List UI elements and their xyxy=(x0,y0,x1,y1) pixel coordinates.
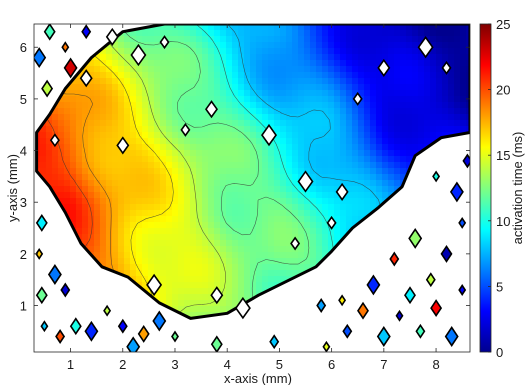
x-tick-label: 5 xyxy=(276,357,283,372)
patch-mark xyxy=(34,47,47,69)
patch-mark xyxy=(60,282,71,298)
hole-mark xyxy=(352,91,363,106)
y-tick-label: 5 xyxy=(20,92,27,107)
patch-mark xyxy=(47,264,62,285)
patch-mark xyxy=(430,299,443,318)
patch-mark xyxy=(425,272,436,288)
patch-mark xyxy=(366,274,381,296)
hole-mark xyxy=(417,36,434,59)
hole-mark xyxy=(261,123,277,147)
patch-mark xyxy=(342,323,353,339)
x-tick-label: 3 xyxy=(171,357,178,372)
patch-mark xyxy=(103,304,112,317)
y-tick-label: 3 xyxy=(20,195,27,210)
patch-mark xyxy=(171,330,179,343)
patch-mark xyxy=(462,153,470,169)
patch-mark xyxy=(357,301,369,320)
y-axis-label: y-axis (mm) xyxy=(5,154,20,222)
hole-mark xyxy=(205,100,218,119)
hole-mark xyxy=(234,296,251,320)
patch-mark xyxy=(316,298,327,313)
patch-mark xyxy=(152,310,167,332)
patch-mark xyxy=(61,41,70,54)
hole-mark xyxy=(335,182,349,201)
activation-field xyxy=(36,24,470,319)
scattered-patches xyxy=(34,24,470,352)
patch-mark xyxy=(449,181,464,203)
colorbar-tick-label: 10 xyxy=(496,214,510,229)
patch-mark xyxy=(338,294,347,307)
activation-holes xyxy=(49,27,452,320)
patch-mark xyxy=(55,329,66,344)
hole-mark xyxy=(326,215,337,230)
patch-mark xyxy=(84,320,99,342)
patch-mark xyxy=(458,216,467,229)
patch-mark xyxy=(395,309,404,322)
x-tick-label: 6 xyxy=(328,357,335,372)
hole-mark xyxy=(105,27,119,46)
axes: 1 2 3 4 5 6 7 8 1 2 3 4 5 6 xyxy=(20,23,471,372)
patch-mark xyxy=(137,324,150,343)
patch-mark xyxy=(458,284,467,296)
patch-mark xyxy=(269,334,280,350)
patch-mark xyxy=(408,227,423,249)
patch-mark xyxy=(41,79,54,98)
patch-mark xyxy=(210,335,223,352)
hole-mark xyxy=(210,286,224,305)
hole-mark xyxy=(116,136,130,155)
hole-mark xyxy=(79,69,93,88)
y-tick-label: 6 xyxy=(20,40,27,55)
patch-mark xyxy=(126,336,141,352)
patch-mark xyxy=(404,286,416,305)
heatmap-plot-area xyxy=(34,24,470,352)
patch-mark xyxy=(63,57,78,79)
y-tick-label: 4 xyxy=(20,144,27,159)
patch-mark xyxy=(81,24,92,40)
x-axis-label: x-axis (mm) xyxy=(224,371,292,385)
hole-mark xyxy=(130,43,147,67)
hole-mark xyxy=(377,58,391,77)
patch-mark xyxy=(40,320,49,333)
patch-mark xyxy=(440,244,453,263)
patch-mark xyxy=(43,24,56,41)
colorbar-label: activation time (ms) xyxy=(510,132,525,245)
colorbar-tick-label: 20 xyxy=(496,83,510,98)
patch-mark xyxy=(35,286,48,305)
patch-mark xyxy=(415,323,426,339)
region-boundary xyxy=(35,24,470,320)
hole-mark xyxy=(49,133,60,148)
hole-mark xyxy=(441,60,452,75)
patch-mark xyxy=(35,213,48,232)
patch-mark xyxy=(432,170,441,183)
x-tick-label: 4 xyxy=(224,357,231,372)
patch-mark xyxy=(35,247,44,260)
hole-mark xyxy=(159,35,170,50)
x-tick-label: 8 xyxy=(432,357,439,372)
plot-frame xyxy=(33,23,471,353)
patch-mark xyxy=(376,326,391,347)
hole-mark xyxy=(180,122,191,137)
colorbar-gradient xyxy=(479,23,492,353)
patch-mark xyxy=(322,340,331,352)
x-tick-label: 1 xyxy=(67,357,74,372)
y-tick-label: 1 xyxy=(20,299,27,314)
x-tick-label: 2 xyxy=(119,357,126,372)
colorbar-tick-label: 25 xyxy=(496,17,510,32)
hole-mark xyxy=(290,236,301,251)
y-tick-label: 2 xyxy=(20,247,27,262)
colorbar-tick-label: 15 xyxy=(496,148,510,163)
hole-mark xyxy=(297,170,314,193)
hole-mark xyxy=(146,273,163,297)
colorbar: 0 5 10 15 20 25 xyxy=(479,17,510,360)
patch-mark xyxy=(117,318,128,334)
colorbar-tick-label: 5 xyxy=(496,279,503,294)
colorbar-tick-label: 0 xyxy=(496,345,503,360)
patch-mark xyxy=(444,326,459,347)
patch-mark xyxy=(69,317,82,336)
x-tick-label: 7 xyxy=(380,357,387,372)
patch-mark xyxy=(389,251,400,267)
